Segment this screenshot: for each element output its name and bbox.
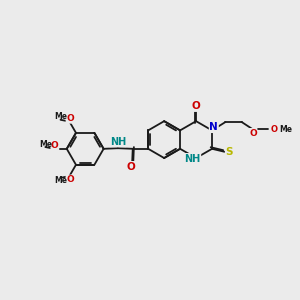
Text: O: O xyxy=(51,141,59,150)
Text: O: O xyxy=(66,175,74,184)
Text: O: O xyxy=(126,162,135,172)
Text: Me: Me xyxy=(279,125,292,134)
Text: O: O xyxy=(271,125,278,134)
Text: Me: Me xyxy=(54,176,67,185)
Text: NH: NH xyxy=(184,154,201,164)
Text: Me: Me xyxy=(39,140,52,148)
Text: N: N xyxy=(209,122,218,132)
Text: O: O xyxy=(66,114,74,123)
Text: S: S xyxy=(226,147,233,158)
Text: Me: Me xyxy=(54,112,67,121)
Text: NH: NH xyxy=(110,137,126,147)
Text: O: O xyxy=(249,129,257,138)
Text: O: O xyxy=(192,101,200,111)
